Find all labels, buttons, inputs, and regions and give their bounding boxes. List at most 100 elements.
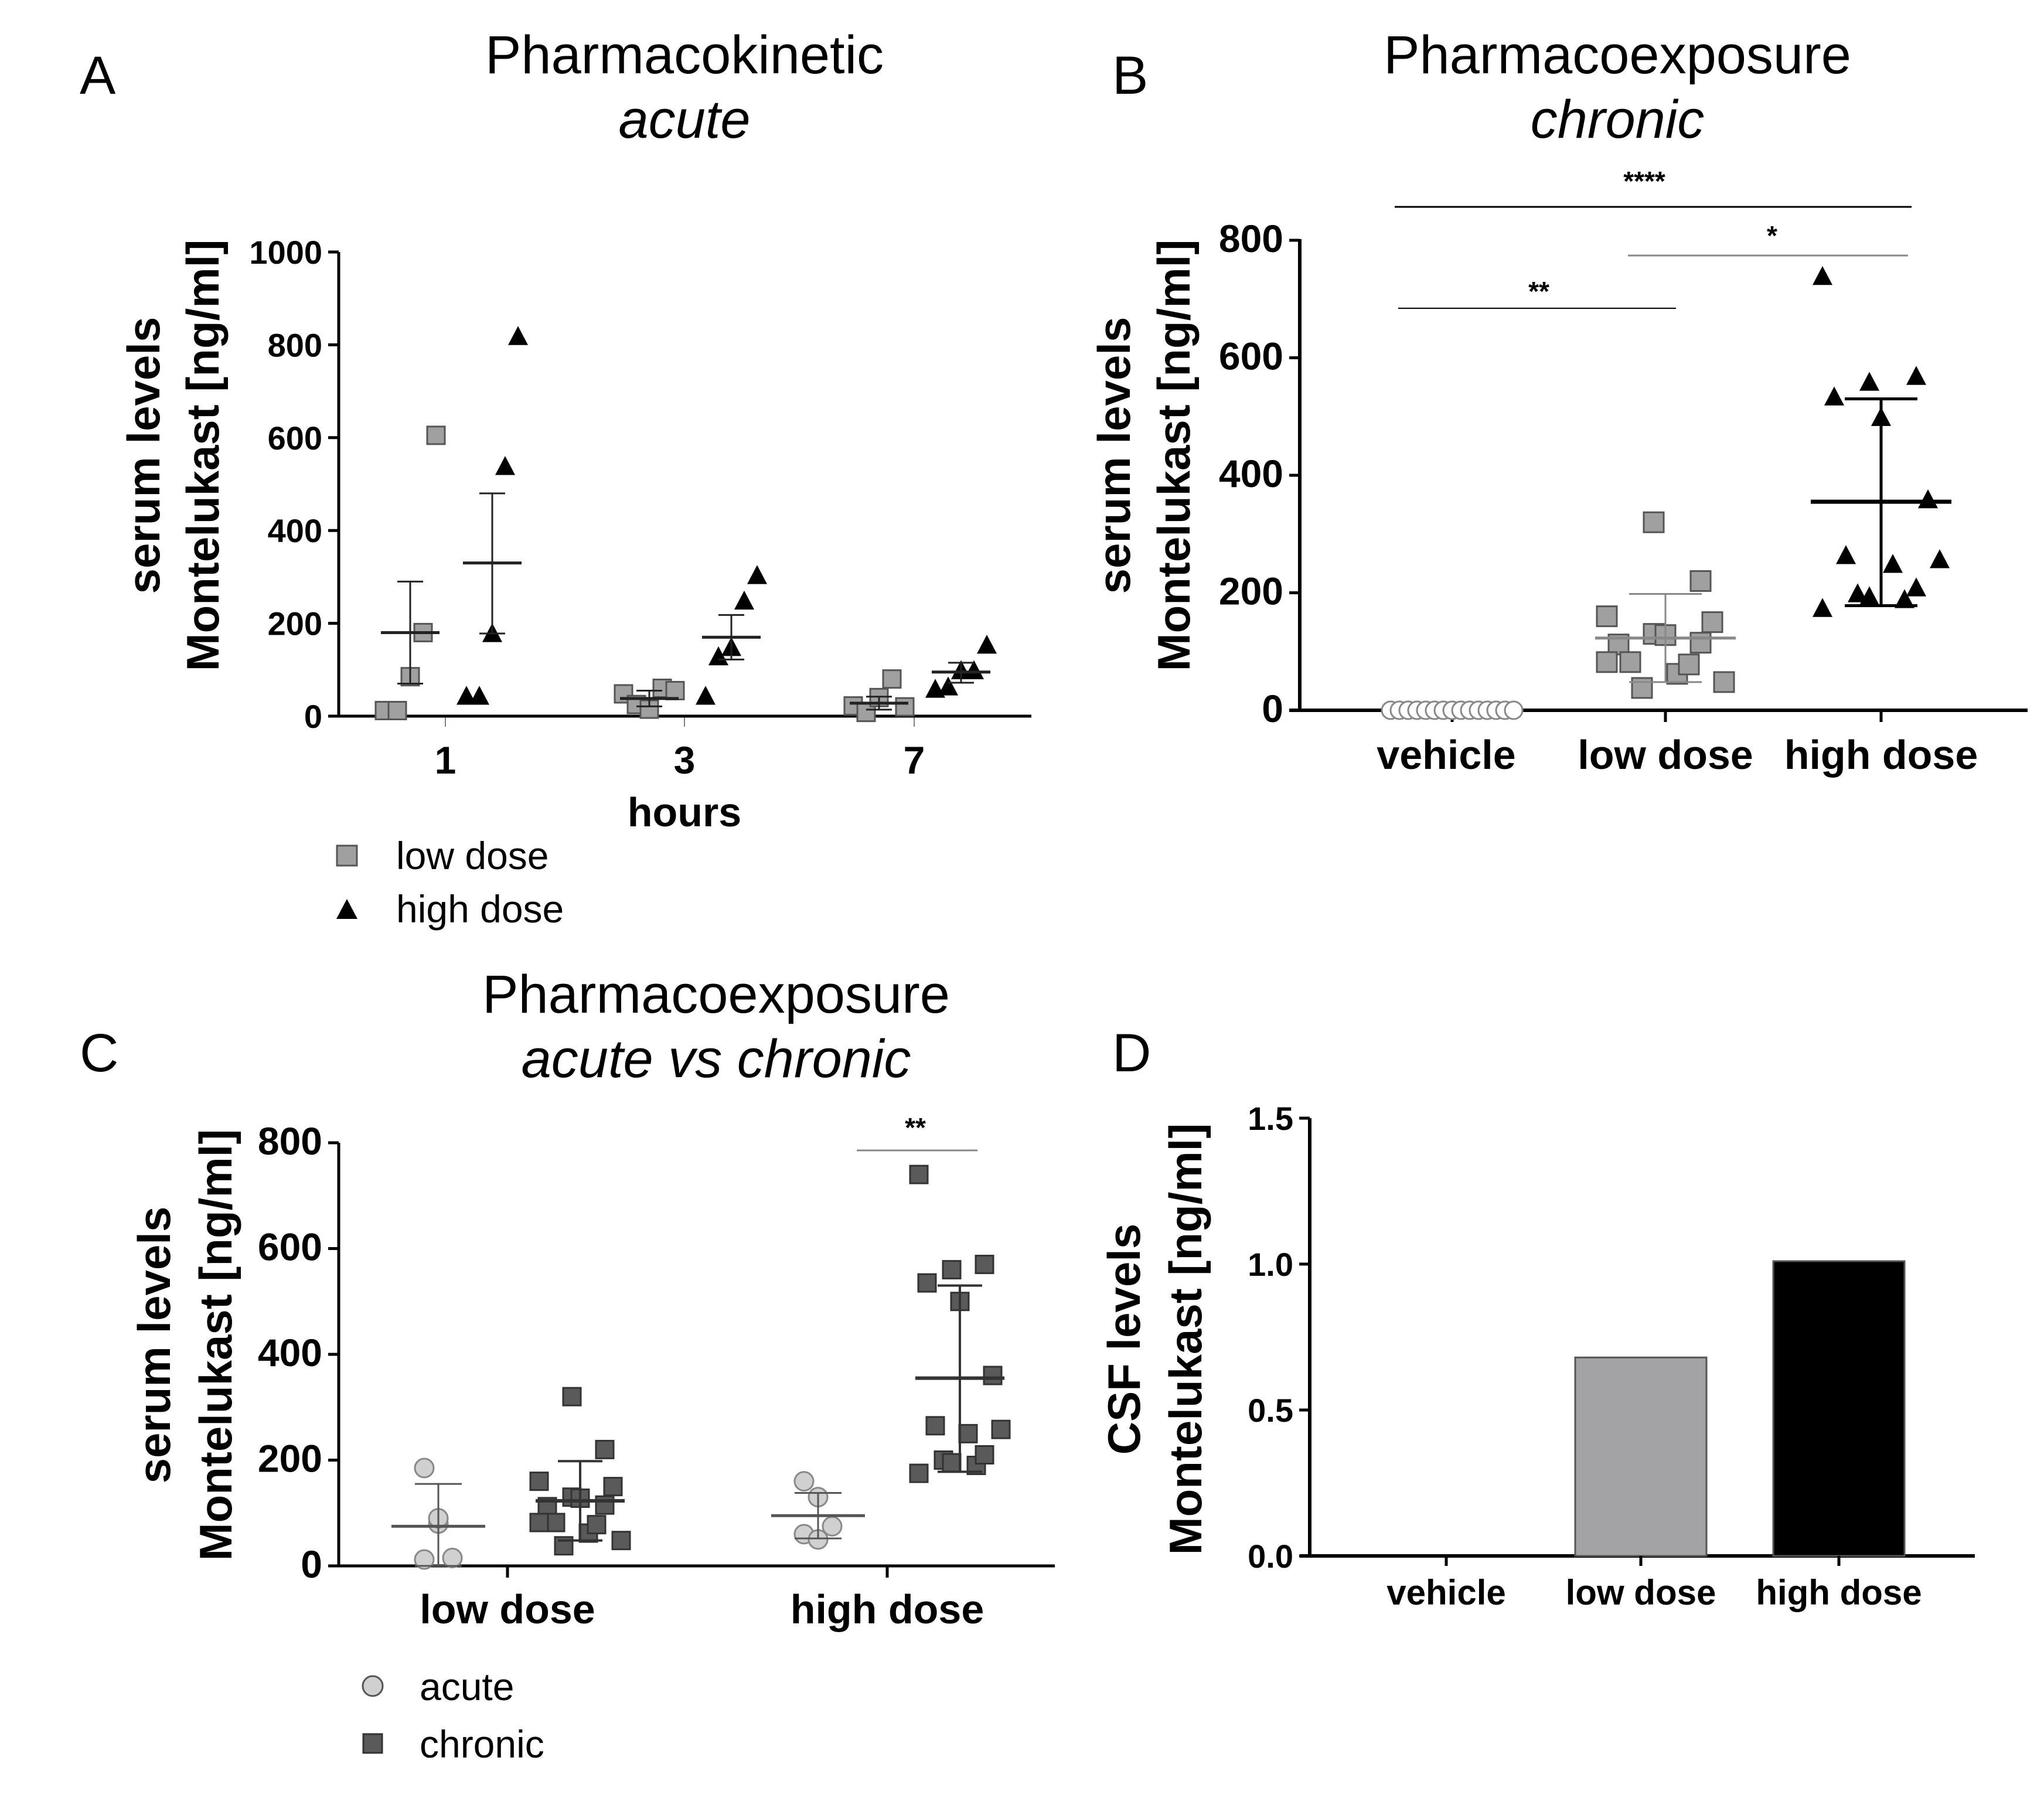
panel-b-high-dose-point (1906, 366, 1926, 385)
panel-c-chronic-point (595, 1495, 615, 1515)
panel-c-y-tick-label: 400 (258, 1331, 322, 1374)
panel-c-cat-low-dose: low dose (420, 1586, 595, 1632)
panel-c-chronic-point (958, 1423, 978, 1443)
panel-a-high-dose-errorbar (932, 662, 990, 684)
panel-c-ylabel-line1: serum levels (128, 1207, 180, 1484)
panel-a-y-tick-label: 400 (268, 512, 322, 549)
panel-a-high-dose-point (508, 326, 528, 345)
panel-c-y-tick-label: 600 (258, 1225, 322, 1269)
panel-c-cat-high-dose: high dose (791, 1586, 984, 1632)
panel-a-title: Pharmacokinetic (485, 25, 884, 85)
panel-b-low-dose-point (1713, 671, 1735, 693)
legend-acute-label: acute (420, 1665, 514, 1708)
panel-a-high-dose-point (457, 686, 476, 705)
sig-label-vehicle-high: **** (1623, 166, 1665, 196)
panel-a-y-tick-label: 1000 (249, 234, 322, 271)
panel-a-high-dose-point (964, 660, 984, 679)
panel-b-high-dose-point (1918, 489, 1938, 509)
panel-a-low-dose-point (882, 669, 902, 689)
panel-a-low-dose-errorbar (620, 689, 679, 707)
panel-c-chronic-point (942, 1453, 962, 1473)
legend-acute-marker (362, 1675, 384, 1697)
panel-c-title: Pharmacoexposure (482, 965, 950, 1024)
panel-a-ylabel-line2: Montelukast [ng/ml] (177, 240, 229, 672)
panel-c-significance: ** (857, 1112, 977, 1152)
panel-a-low-dose-point (387, 700, 407, 720)
panel-b-low-dose-point (1619, 651, 1641, 673)
panel-b-y-tick-label: 0 (1262, 687, 1283, 730)
panel-c-chronic-point (529, 1472, 549, 1491)
panel-b-high-dose-point (1930, 549, 1950, 568)
panel-a-high-dose-errorbar (702, 614, 761, 660)
panel-a-high-dose-errorbar (463, 492, 522, 635)
panel-c-chronic-point (909, 1463, 929, 1483)
panel-c: C Pharmacoexposure acute vs chronic seru… (80, 965, 1055, 1766)
panel-c-chronic-errorbar (536, 1460, 625, 1542)
panel-c-y-tick-label: 800 (258, 1119, 322, 1163)
panel-b: B Pharmacoexposure chronic serum levels … (1088, 25, 2028, 778)
panel-a-letter: A (80, 46, 116, 105)
panel-b-low-dose-point (1596, 605, 1618, 628)
panel-b-high-dose-point (1813, 598, 1832, 617)
panel-d-bar-low-dose (1574, 1356, 1708, 1557)
panel-c-chronic-point (991, 1419, 1011, 1439)
panel-a-x-tick-label: 7 (904, 738, 925, 782)
panel-c-chronic-point (909, 1164, 929, 1184)
panel-b-cat-high-dose: high dose (1784, 732, 1978, 778)
panel-b-vehicle-point (1504, 700, 1524, 720)
panel-c-acute-errorbar (391, 1483, 485, 1567)
panel-b-significance: **** * ** (1395, 166, 1912, 309)
panel-d-ylabel-line1: CSF levels (1098, 1224, 1150, 1455)
panel-b-ylabel-line1: serum levels (1088, 317, 1140, 594)
panel-d-cat-vehicle: vehicle (1386, 1573, 1505, 1612)
panel-b-high-dose-point (1848, 583, 1868, 602)
panel-a: A Pharmacokinetic acute serum levels Mon… (80, 25, 1031, 931)
panel-a-subtitle: acute (618, 90, 750, 149)
panel-c-acute-point (414, 1457, 435, 1479)
panel-a-high-dose-point (747, 565, 767, 584)
panel-b-low-dose-point (1678, 653, 1700, 676)
panel-b-cat-low-dose: low dose (1578, 732, 1753, 778)
panel-b-high-dose-point (1883, 554, 1903, 573)
panel-b-title: Pharmacoexposure (1384, 25, 1851, 85)
panel-a-low-dose-errorbar (850, 696, 908, 711)
panel-a-y-tick-label: 800 (268, 326, 322, 363)
panel-d: D CSF levels Montelukast [ng/ml] 0.0 0.5 1… (1098, 1023, 1975, 1612)
panel-c-chronic-point (595, 1439, 615, 1459)
panel-b-high-dose-point (1859, 586, 1879, 605)
panel-b-cat-vehicle: vehicle (1377, 732, 1515, 778)
panel-b-y-tick-label: 600 (1219, 335, 1283, 378)
panel-d-y-tick-label: 1.5 (1248, 1100, 1293, 1137)
legend-low-dose-label: low dose (396, 834, 549, 877)
panel-a-y-tick-label: 200 (268, 605, 322, 642)
panel-a-high-dose-point (734, 590, 754, 610)
panel-b-y-tick-label: 200 (1219, 570, 1283, 613)
panel-a-high-dose-point (938, 676, 958, 696)
panel-c-chronic-errorbar (915, 1284, 1004, 1473)
panel-c-acute-errorbar (771, 1491, 865, 1540)
panel-c-chronic-point (975, 1445, 994, 1465)
panel-a-x-tick-label: 1 (435, 738, 457, 782)
panel-c-acute-point (414, 1549, 435, 1570)
panel-d-bar-high-dose (1772, 1260, 1906, 1557)
panel-c-subtitle: acute vs chronic (522, 1029, 911, 1089)
panel-a-low-dose-point (426, 425, 446, 445)
sig-label-low-high: * (1767, 220, 1777, 251)
panel-a-high-dose-point (495, 456, 515, 475)
panel-c-y-tick-label: 0 (301, 1542, 322, 1586)
panel-b-high-dose-point (1824, 386, 1844, 406)
panel-b-high-dose-errorbar (1811, 397, 1951, 608)
panel-b-y-tick-label: 800 (1219, 217, 1283, 260)
panel-a-high-dose-point (977, 635, 997, 654)
legend-chronic-label: chronic (420, 1722, 544, 1766)
panel-b-low-dose-point (1701, 611, 1723, 634)
panel-d-y-tick-label: 0.5 (1248, 1392, 1293, 1429)
panel-b-high-dose-point (1859, 372, 1879, 391)
panel-a-high-dose-point (708, 646, 728, 666)
panel-a-low-dose-errorbar (381, 580, 440, 685)
panel-c-y-tick-label: 200 (258, 1437, 322, 1480)
panel-b-letter: B (1112, 46, 1148, 105)
panel-c-letter: C (80, 1023, 118, 1083)
panel-d-cat-low-dose: low dose (1566, 1573, 1716, 1612)
